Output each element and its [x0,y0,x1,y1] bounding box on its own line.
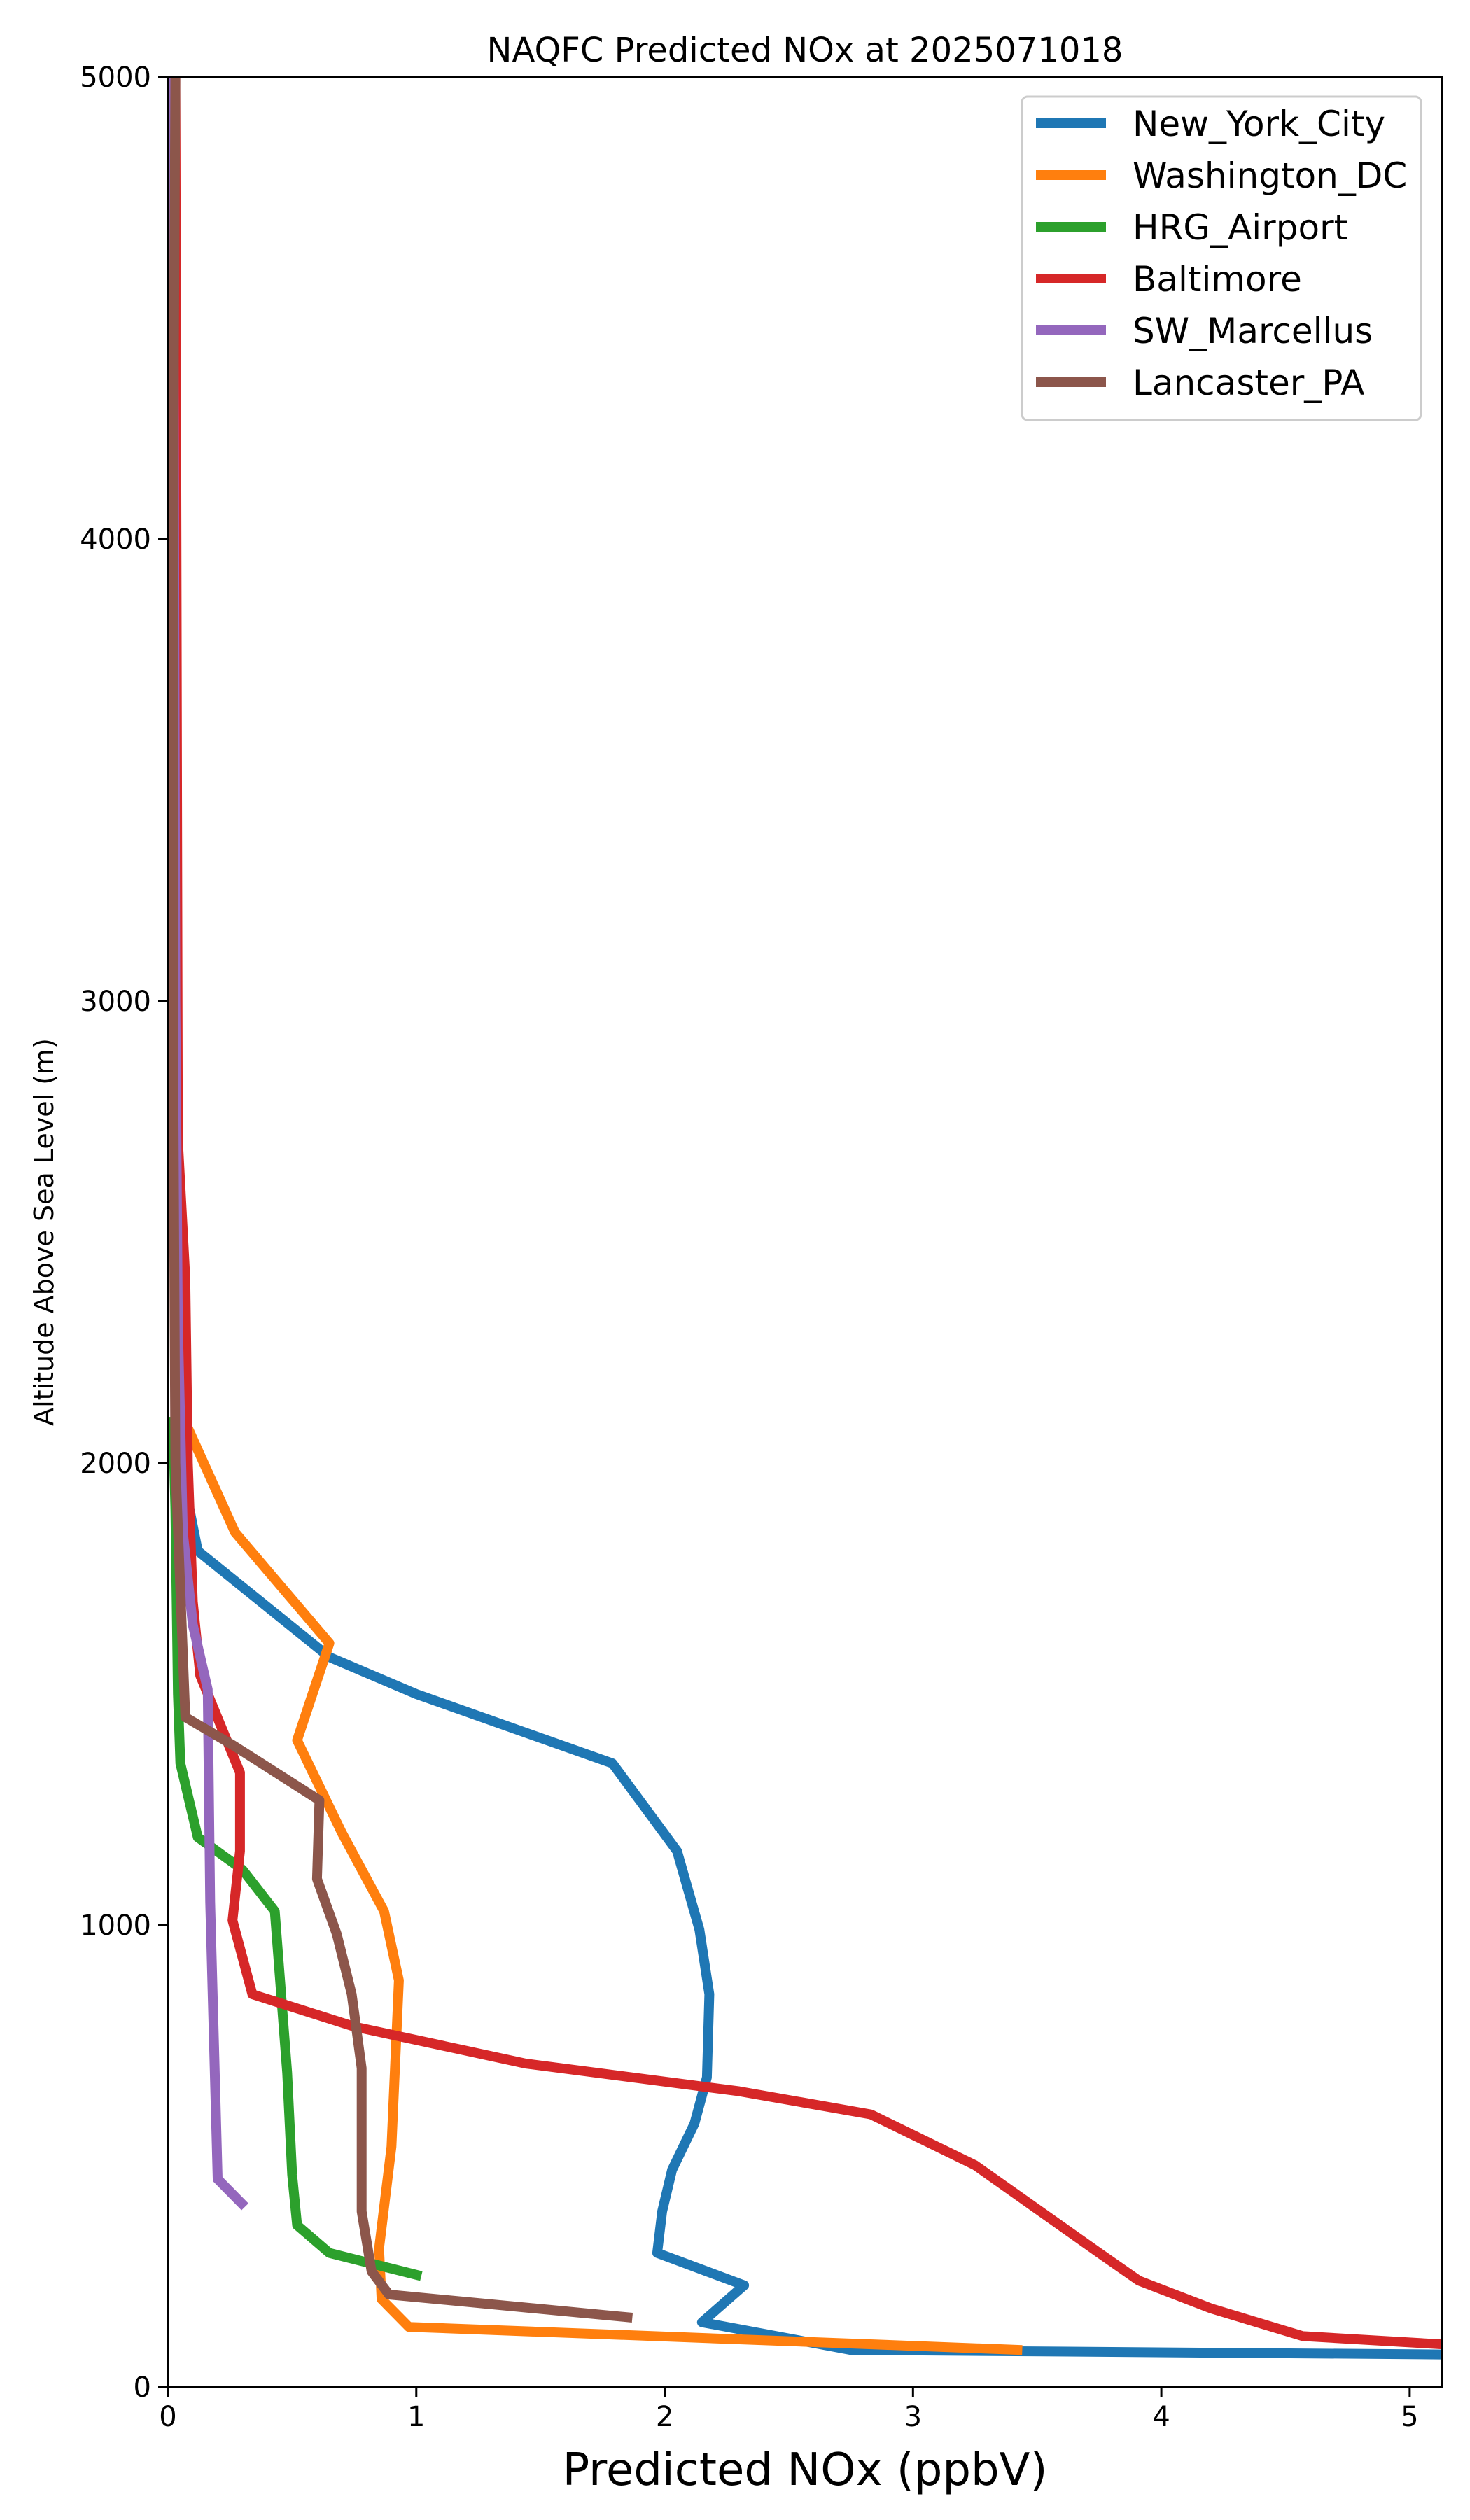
legend-label: Lancaster_PA [1133,363,1364,403]
y-tick-label: 4000 [80,524,151,556]
x-tick-label: 1 [407,2401,425,2433]
plot-frame [167,76,1443,2388]
legend-label: SW_Marcellus [1133,311,1373,351]
series-line-hrg-airport [168,1416,423,2281]
x-tick-label: 0 [159,2401,176,2433]
legend-label: Baltimore [1133,259,1302,300]
x-axis-ticks: 0 1 2 3 4 5 [159,2387,1419,2433]
legend-label: New_York_City [1133,104,1385,144]
y-axis-ticks: 0 1000 2000 3000 4000 5000 [80,62,168,2404]
series-line-baltimore [170,77,1442,2350]
x-tick-label: 2 [656,2401,673,2433]
legend: New_York_City Washington_DC HRG_Airport Bal… [1021,95,1422,421]
plot-lines [168,77,1442,2360]
legend-label: HRG_Airport [1133,207,1348,248]
y-tick-label: 0 [134,2372,151,2404]
x-tick-label: 4 [1152,2401,1170,2433]
series-line-washington-dc [178,1415,1023,2356]
series-line-new-york-city [175,1462,1442,2360]
chart-title: NAQFC Predicted NOx at 2025071018 [487,31,1124,70]
y-tick-label: 1000 [80,1910,151,1942]
legend-label: Washington_DC [1133,155,1407,196]
x-tick-label: 3 [904,2401,922,2433]
legend-box [1021,95,1422,421]
y-tick-label: 5000 [80,62,151,94]
y-tick-label: 3000 [80,986,151,1018]
y-tick-label: 2000 [80,1448,151,1480]
x-tick-label: 5 [1401,2401,1418,2433]
series-line-lancaster-pa [168,77,634,2323]
y-axis-label: Altitude Above Sea Level (m) [29,1038,59,1426]
x-axis-label: Predicted NOx (ppbV) [563,2444,1048,2496]
